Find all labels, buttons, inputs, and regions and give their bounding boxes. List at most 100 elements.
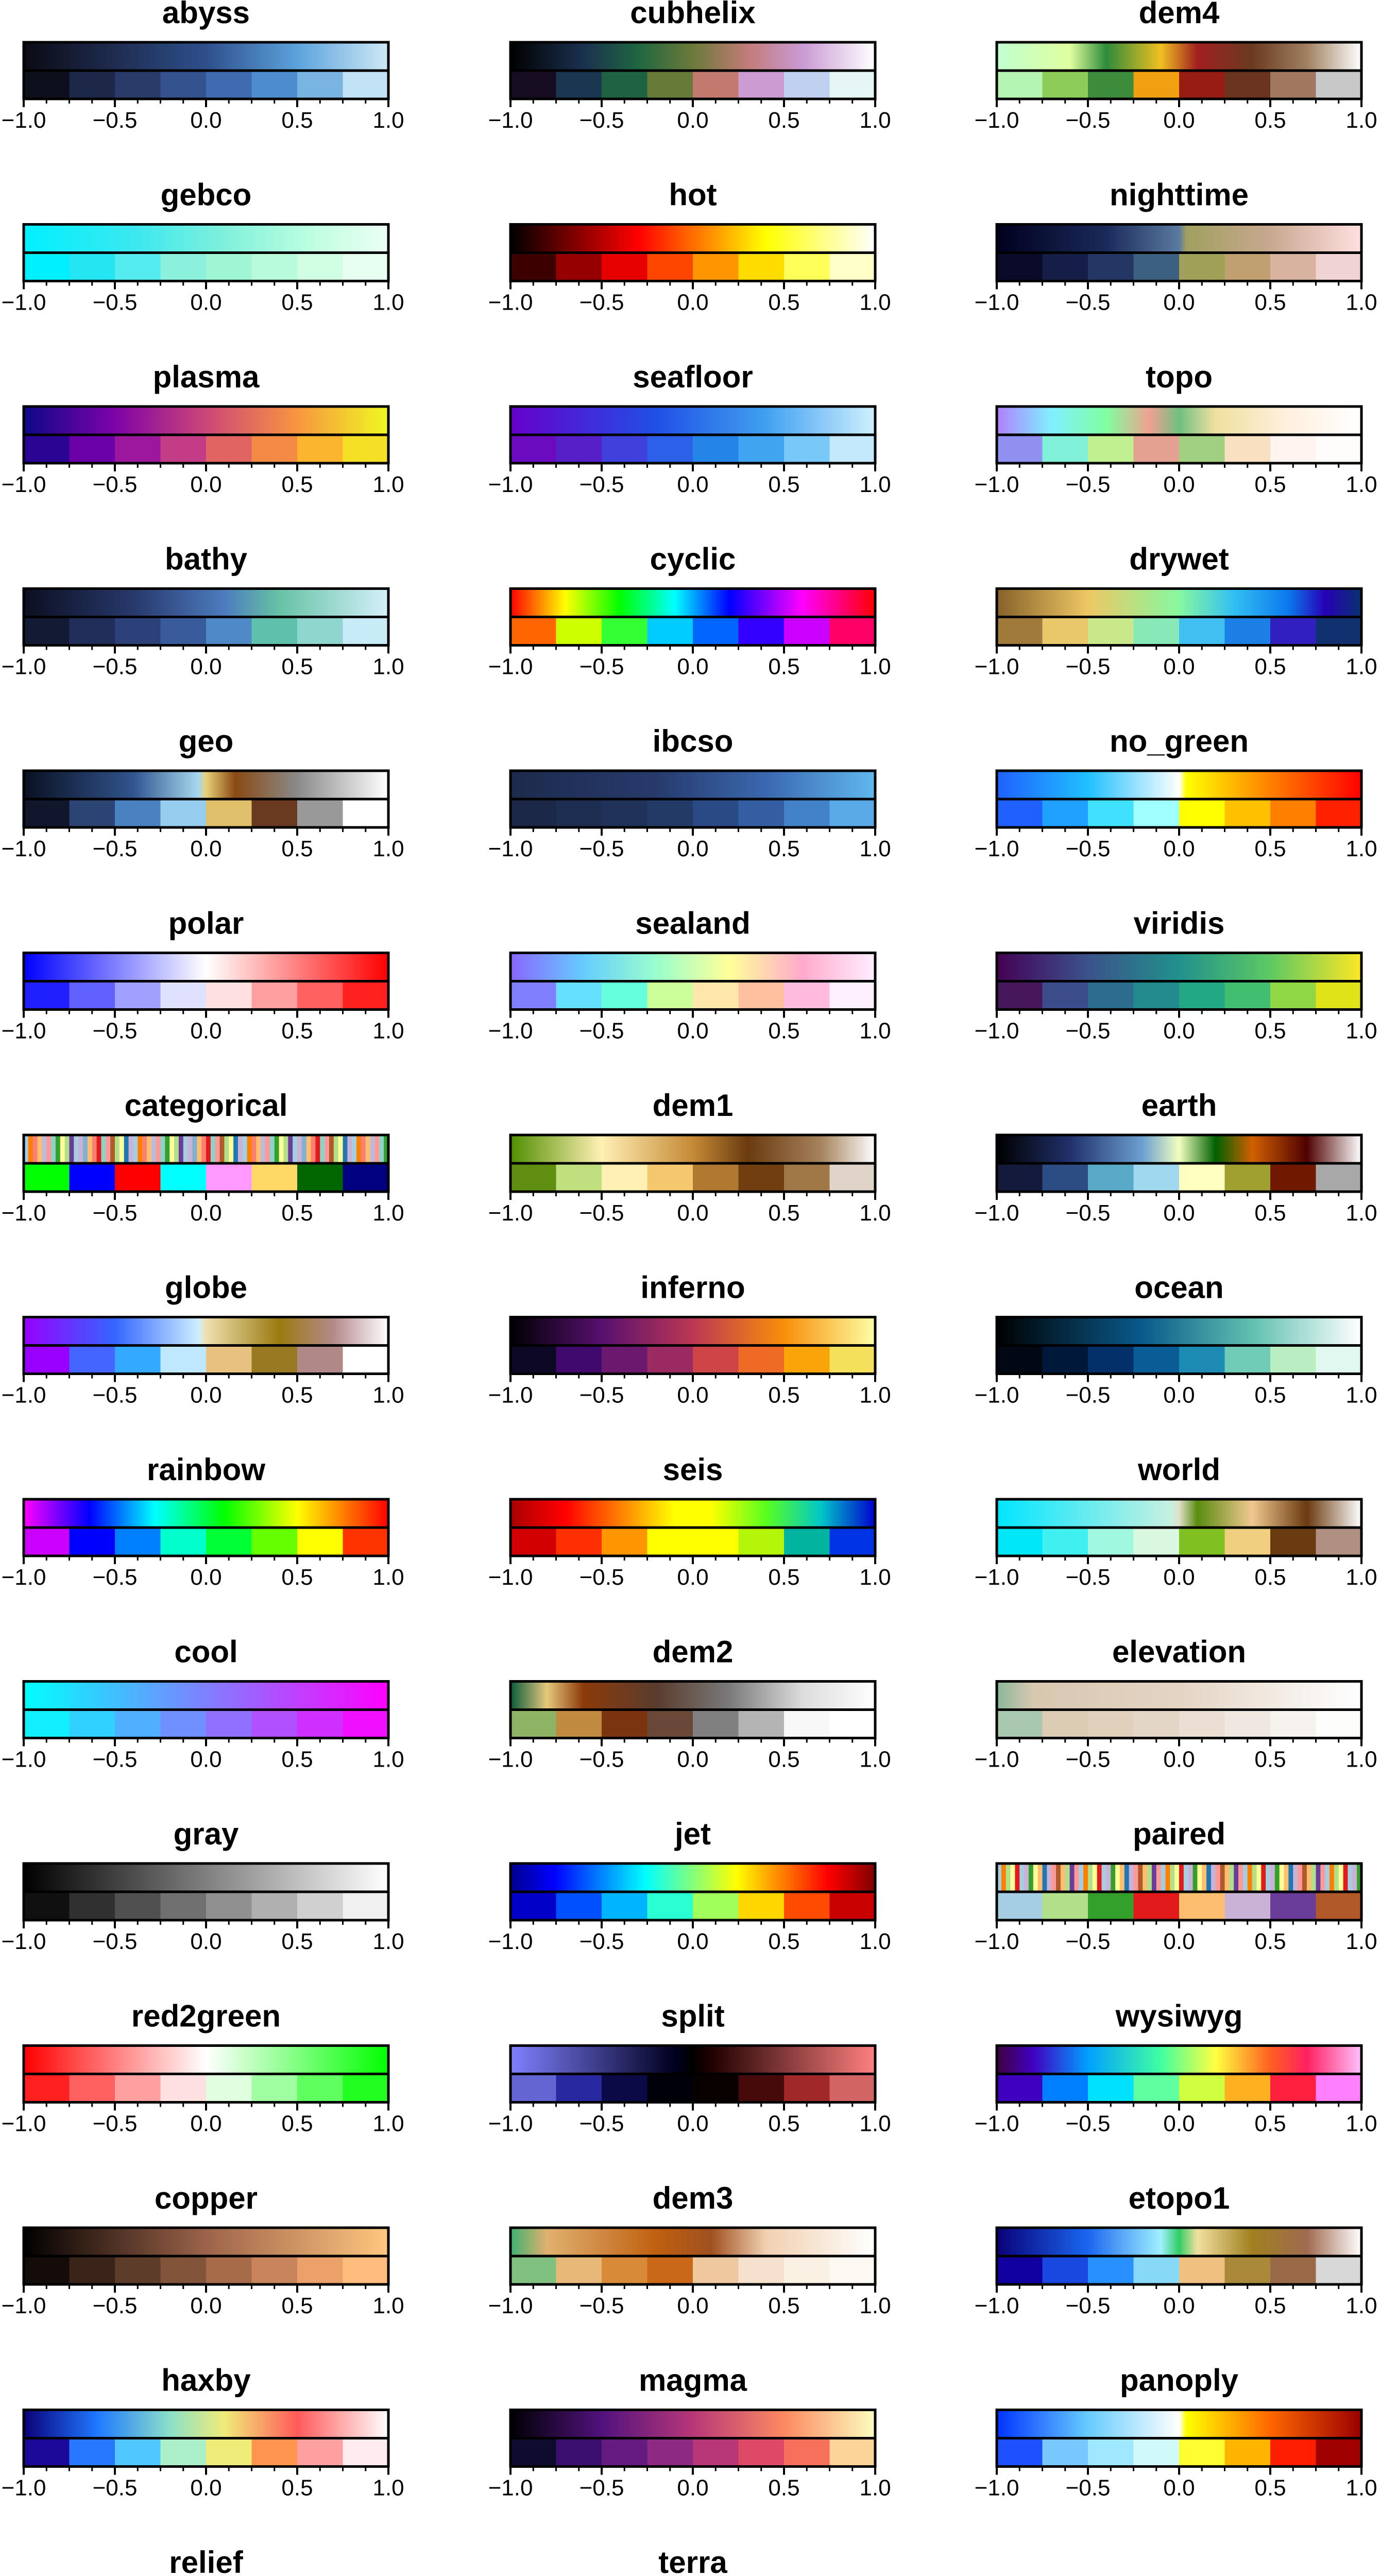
- continuous-strip: [997, 1681, 1361, 1710]
- discrete-segment: [1270, 252, 1317, 281]
- discrete-segment: [510, 435, 557, 463]
- discrete-segment: [602, 1709, 648, 1738]
- tick-label: 0.0: [190, 290, 222, 315]
- stripe-segment: [1028, 1863, 1034, 1892]
- discrete-segment: [1133, 2074, 1180, 2103]
- discrete-segment: [556, 2438, 602, 2467]
- continuous-strip: [24, 2228, 388, 2256]
- tick-label: −0.5: [580, 836, 624, 861]
- colorbar-magma: magma −1.0 −0.5 0.0 0.5 1.0: [488, 2363, 891, 2501]
- discrete-segment: [343, 2256, 389, 2284]
- discrete-segment: [1316, 799, 1362, 827]
- stripe-segment: [1338, 1863, 1344, 1892]
- tick-label: −1.0: [2, 1383, 46, 1408]
- tick-label: 0.0: [677, 108, 708, 133]
- discrete-segment: [829, 1163, 876, 1192]
- discrete-segment: [997, 2256, 1043, 2284]
- stripe-segment: [274, 1135, 280, 1163]
- tick-label: 0.0: [190, 2293, 222, 2318]
- colorbar-drywet: drywet −1.0 −0.5 0.0 0.5 1.0: [975, 542, 1377, 680]
- discrete-segment: [343, 252, 389, 281]
- colorbar-title: wysiwyg: [1115, 1999, 1243, 2033]
- discrete-segment: [693, 71, 739, 99]
- tick-label: 0.5: [768, 1383, 799, 1408]
- discrete-segment: [297, 2438, 344, 2467]
- discrete-segment: [343, 799, 389, 827]
- discrete-segment: [343, 617, 389, 646]
- stripe-segment: [306, 1135, 312, 1163]
- discrete-segment: [1133, 1892, 1180, 1920]
- colorbar-gebco: gebco −1.0 −0.5 0.0 0.5 1.0: [2, 178, 404, 315]
- tick-label: −0.5: [93, 1747, 138, 1772]
- stripe-segment: [256, 1135, 261, 1163]
- tick-label: 0.0: [677, 1019, 708, 1044]
- tick-label: 0.0: [190, 1565, 222, 1590]
- discrete-segment: [1270, 2438, 1317, 2467]
- tick-label: −0.5: [93, 2293, 138, 2318]
- stripe-segment: [1311, 1863, 1317, 1892]
- discrete-segment: [1224, 435, 1271, 463]
- tick-label: −0.5: [93, 108, 138, 133]
- tick-label: 1.0: [859, 1929, 891, 1954]
- discrete-segment: [738, 1892, 785, 1920]
- stripe-segment: [338, 1135, 344, 1163]
- stripe-segment: [1060, 1863, 1066, 1892]
- tick-label: 1.0: [1345, 290, 1377, 315]
- discrete-segment: [1316, 1345, 1362, 1374]
- discrete-segment: [784, 2074, 830, 2103]
- tick-label: −1.0: [488, 654, 533, 680]
- discrete-segment: [343, 2074, 389, 2103]
- stripe-segment: [151, 1135, 157, 1163]
- discrete-segment: [1270, 981, 1317, 1010]
- stripe-segment: [1247, 1863, 1253, 1892]
- discrete-segment: [160, 617, 207, 646]
- discrete-segment: [1270, 617, 1317, 646]
- tick-label: 0.5: [281, 654, 313, 680]
- discrete-segment: [160, 252, 207, 281]
- discrete-segment: [829, 1709, 876, 1738]
- tick-label: 0.0: [1163, 1565, 1195, 1590]
- tick-label: −1.0: [2, 108, 46, 133]
- stripe-segment: [115, 1135, 120, 1163]
- stripe-segment: [1215, 1863, 1221, 1892]
- stripe-segment: [188, 1135, 193, 1163]
- stripe-segment: [320, 1135, 325, 1163]
- discrete-segment: [1224, 617, 1271, 646]
- colorbar-title: paired: [1133, 1817, 1225, 1851]
- stripe-segment: [1111, 1863, 1116, 1892]
- discrete-segment: [997, 1528, 1043, 1556]
- stripe-segment: [219, 1135, 225, 1163]
- continuous-strip: [510, 588, 875, 617]
- discrete-segment: [829, 981, 876, 1010]
- stripe-segment: [1124, 1863, 1130, 1892]
- tick-label: 0.0: [677, 1383, 708, 1408]
- stripe-segment: [124, 1135, 129, 1163]
- tick-label: −1.0: [488, 290, 533, 315]
- discrete-segment: [297, 1528, 344, 1556]
- tick-label: −1.0: [975, 836, 1019, 861]
- tick-label: 0.5: [281, 1019, 313, 1044]
- discrete-segment: [160, 1345, 207, 1374]
- stripe-segment: [1270, 1863, 1275, 1892]
- continuous-strip: [24, 953, 388, 981]
- discrete-segment: [556, 71, 602, 99]
- discrete-segment: [647, 252, 693, 281]
- stripe-segment: [1147, 1863, 1152, 1892]
- stripe-segment: [1256, 1863, 1262, 1892]
- discrete-segment: [343, 1709, 389, 1738]
- continuous-strip: [24, 1317, 388, 1346]
- stripe-segment: [119, 1135, 125, 1163]
- discrete-segment: [1179, 1709, 1225, 1738]
- discrete-segment: [160, 2256, 207, 2284]
- discrete-segment: [829, 1528, 876, 1556]
- stripe-segment: [178, 1135, 184, 1163]
- discrete-segment: [251, 1709, 298, 1738]
- stripe-segment: [28, 1135, 33, 1163]
- discrete-segment: [784, 1163, 830, 1192]
- tick-label: −1.0: [2, 290, 46, 315]
- discrete-segment: [160, 1709, 207, 1738]
- continuous-strip: [510, 2410, 875, 2438]
- tick-label: 0.5: [1254, 108, 1286, 133]
- discrete-segment: [1316, 981, 1362, 1010]
